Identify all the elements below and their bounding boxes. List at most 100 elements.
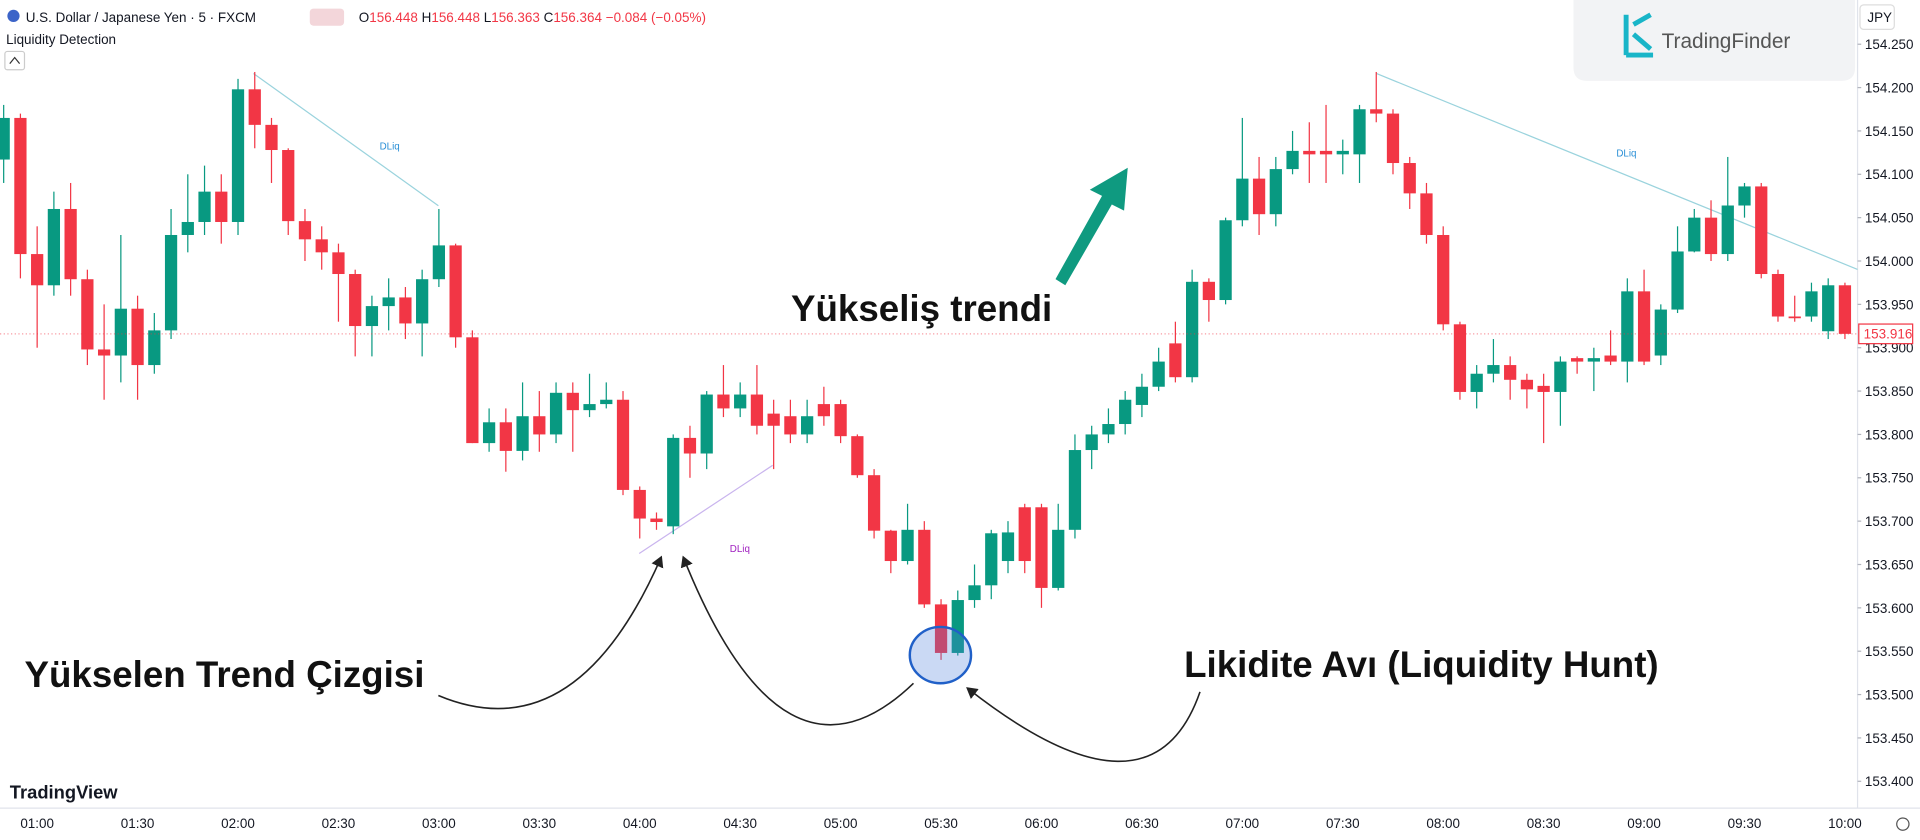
candle-body (1755, 186, 1768, 275)
arrow (680, 555, 915, 726)
last-price-label: 153.916 (1864, 327, 1913, 342)
y-tick-label: 154.000 (1865, 254, 1914, 269)
x-tick-label: 04:00 (623, 816, 657, 831)
y-tick-label: 153.600 (1865, 601, 1914, 616)
candle-body (482, 422, 496, 444)
indicator-name: Liquidity Detection (6, 32, 116, 47)
dliq-label: DLiq (380, 141, 400, 152)
x-tick-label: 08:00 (1426, 816, 1460, 831)
candle-body (1319, 150, 1333, 155)
candle-body (215, 191, 228, 222)
quote-key: H (422, 10, 432, 25)
candle-body (717, 394, 730, 409)
candle-body (1771, 274, 1785, 317)
x-tick-label: 05:30 (924, 816, 958, 831)
candle-body (1386, 113, 1400, 164)
candle-body (1805, 291, 1818, 317)
y-tick-label: 153.500 (1865, 687, 1914, 702)
quote-key: C (544, 10, 554, 25)
candle-body (1738, 186, 1751, 206)
y-tick-label: 154.100 (1865, 167, 1914, 182)
candle-body (1269, 169, 1282, 215)
quote-change: −0.084 (−0.05%) (606, 10, 706, 25)
collapse-button[interactable] (4, 50, 26, 71)
candle-body (616, 399, 630, 490)
candle-body (432, 245, 446, 280)
candle-body (1520, 379, 1534, 390)
candle-body (1587, 358, 1600, 362)
x-tick-label: 02:00 (221, 816, 255, 831)
candle-body (1236, 178, 1249, 221)
candle-body (282, 150, 295, 222)
trendline-label: Yükselen Trend Çizgisi (24, 654, 424, 695)
logo-icon (1623, 12, 1654, 58)
y-tick-label: 153.850 (1865, 384, 1914, 399)
candle-body (97, 349, 111, 356)
arrow (438, 555, 664, 710)
candle-body (633, 489, 646, 519)
x-tick-label: 08:30 (1527, 816, 1561, 831)
candle-body (1169, 343, 1182, 378)
candle-body (248, 89, 261, 125)
candle-body (1035, 507, 1048, 588)
y-tick-label: 153.800 (1865, 427, 1914, 442)
candle-body (851, 436, 864, 476)
candle-body (834, 404, 847, 437)
candle-body (734, 394, 747, 409)
candle-body (801, 416, 814, 435)
collapse-icon (9, 56, 21, 65)
y-tick-label: 153.750 (1865, 471, 1914, 486)
candle-body (449, 245, 462, 338)
candle-body (1186, 281, 1199, 378)
candle-body (1303, 150, 1316, 155)
candle-body (164, 234, 178, 331)
candle-body (667, 437, 680, 527)
liquidity-line (253, 72, 439, 207)
x-tick-label: 07:00 (1226, 816, 1260, 831)
candle-body (265, 124, 278, 151)
candle-body (985, 533, 998, 586)
candle-body (382, 297, 395, 307)
x-tick-label: 01:30 (121, 816, 155, 831)
candle-body (1838, 285, 1852, 334)
y-tick-label: 154.150 (1865, 124, 1914, 139)
candle-body (700, 394, 713, 454)
hunt-label: Likidite Avı (Liquidity Hunt) (1184, 644, 1659, 685)
candle-body (1671, 251, 1684, 310)
settings-icon[interactable] (1896, 817, 1910, 831)
candle-body (1470, 373, 1483, 392)
candle-body (1068, 450, 1082, 530)
candle-body (131, 308, 144, 366)
candle-body (1688, 217, 1701, 252)
x-tick-label: 09:30 (1728, 816, 1762, 831)
x-tick-label: 03:30 (522, 816, 556, 831)
candle-body (499, 422, 512, 451)
candle-body (1554, 361, 1567, 392)
trend-arrow (1055, 167, 1128, 286)
candle-body (1152, 361, 1165, 387)
currency-box (1859, 4, 1895, 30)
candle-body (298, 221, 312, 240)
candle-body (14, 117, 27, 255)
candle-body (1085, 434, 1098, 451)
candle-body (231, 89, 245, 222)
candle-body (1119, 399, 1132, 425)
uptrend-label: Yükseliş trendi (791, 288, 1052, 329)
candle-body (566, 392, 579, 411)
arrow (966, 687, 1201, 763)
badge (309, 8, 345, 26)
candle-body (1353, 109, 1366, 155)
candle-body (181, 221, 194, 235)
candle-body (114, 308, 127, 356)
candle-body (918, 529, 931, 605)
candle-body (968, 585, 981, 601)
quote: O156.448 H156.448 L156.363 C156.364 −0.0… (359, 10, 706, 25)
candle-body (1219, 220, 1232, 301)
y-tick-label: 154.200 (1865, 80, 1914, 95)
candle-body (1052, 529, 1065, 588)
y-tick-label: 153.900 (1865, 341, 1914, 356)
candle-body (1135, 386, 1149, 405)
candle-body (1202, 281, 1215, 301)
quote-value: 156.363 (491, 10, 540, 25)
